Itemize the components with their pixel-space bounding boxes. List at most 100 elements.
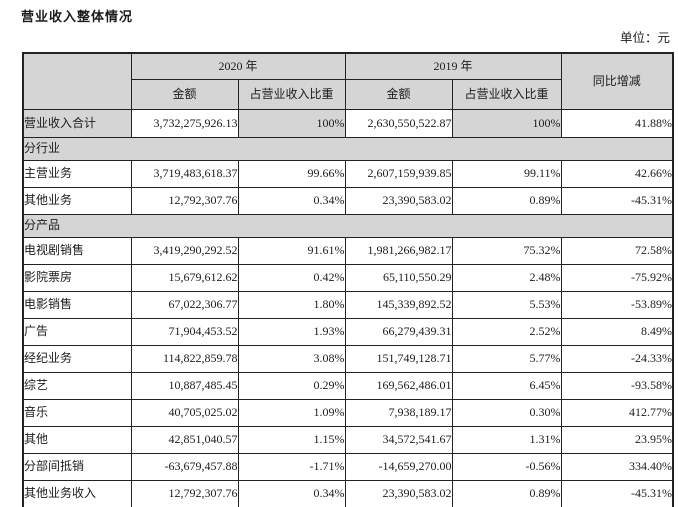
row-label: 主营业务: [22, 160, 132, 188]
table-row: 其他业务 12,792,307.76 0.34% 23,390,583.02 0.89%…: [22, 187, 674, 215]
table-row: 音乐 40,705,025.02 1.09% 7,938,189.17 0.30% 412…: [22, 399, 674, 427]
pct-2020-cell: 1.09%: [237, 399, 346, 427]
header-row-metrics: 金额 占营业收入比重 金额 占营业收入比重: [23, 79, 673, 110]
pct-2020-cell: 0.29%: [237, 372, 346, 400]
yoy-cell: 72.58%: [560, 237, 674, 265]
pct-2019-cell: 1.31%: [451, 426, 562, 454]
pct-2019-cell: 0.89%: [451, 480, 562, 507]
pct-2020-cell: 1.93%: [237, 318, 346, 346]
amount-2020-cell: 40,705,025.02: [130, 399, 239, 427]
row-label: 综艺: [22, 372, 132, 400]
yoy-cell: -24.33%: [560, 345, 674, 373]
pct-2019-cell: 99.11%: [451, 160, 562, 188]
yoy-cell: -75.92%: [560, 264, 674, 292]
yoy-cell: 334.40%: [560, 453, 674, 481]
amount-2020-cell: 71,904,453.52: [130, 318, 239, 346]
table-row: 其他 42,851,040.57 1.15% 34,572,541.67 1.31% 23…: [22, 426, 674, 454]
amount-2020-cell: 3,732,275,926.13: [130, 109, 239, 138]
table-body: 营业收入合计 3,732,275,926.13 100% 2,630,550,522.…: [22, 109, 674, 507]
amount-2019-cell: 65,110,550.29: [344, 264, 453, 292]
amount-2020-cell: 15,679,612.62: [130, 264, 239, 292]
yoy-cell: 8.49%: [560, 318, 674, 346]
yoy-cell: -45.31%: [560, 480, 674, 507]
yoy-cell: -93.58%: [560, 372, 674, 400]
amount-2019-cell: 23,390,583.02: [344, 480, 453, 507]
pct-2020-cell: 1.15%: [237, 426, 346, 454]
yoy-cell: 412.77%: [560, 399, 674, 427]
amount-2019-cell: 145,339,892.52: [344, 291, 453, 319]
amount-2020-cell: 42,851,040.57: [130, 426, 239, 454]
pct-2020-cell: 99.66%: [237, 160, 346, 188]
row-label: 经纪业务: [22, 345, 132, 373]
amount-2019-cell: 66,279,439.31: [344, 318, 453, 346]
amount-2020-cell: 114,822,859.78: [130, 345, 239, 373]
table-row: 综艺 10,887,485.45 0.29% 169,562,486.01 6.45% -…: [22, 372, 674, 400]
section-row: 分行业: [22, 137, 674, 161]
pct-2020-cell: 0.42%: [237, 264, 346, 292]
pct-2019-cell: -0.56%: [451, 453, 562, 481]
row-label: 营业收入合计: [22, 109, 132, 138]
amount-2019-cell: 34,572,541.67: [344, 426, 453, 454]
amount-2020-cell: 67,022,306.77: [130, 291, 239, 319]
yoy-cell: 42.66%: [560, 160, 674, 188]
pct-2020-cell: 1.80%: [237, 291, 346, 319]
yoy-header: 同比增减: [560, 52, 674, 110]
amount-2019-cell: 169,562,486.01: [344, 372, 453, 400]
amount-2020-cell: 12,792,307.76: [130, 187, 239, 215]
yoy-cell: 23.95%: [560, 426, 674, 454]
row-label: 电影销售: [22, 291, 132, 319]
row-label: 影院票房: [22, 264, 132, 292]
amount-2020-cell: 3,419,290,292.52: [130, 237, 239, 265]
yoy-cell: -45.31%: [560, 187, 674, 215]
table-row: 主营业务 3,719,483,618.37 99.66% 2,607,159,939.…: [22, 160, 674, 188]
table-row: 广告 71,904,453.52 1.93% 66,279,439.31 2.52% 8.…: [22, 318, 674, 346]
table-row: 影院票房 15,679,612.62 0.42% 65,110,550.29 2.48%…: [22, 264, 674, 292]
row-label: 其他业务: [22, 187, 132, 215]
table-row: 营业收入合计 3,732,275,926.13 100% 2,630,550,522.…: [22, 109, 674, 138]
amount-2019-cell: 2,630,550,522.87: [344, 109, 453, 138]
page-title: 营业收入整体情况: [21, 9, 134, 24]
amount-2019-cell: 23,390,583.02: [344, 187, 453, 215]
row-label: 其他: [22, 426, 132, 454]
row-label: 音乐: [22, 399, 132, 427]
table-row: 电影销售 67,022,306.77 1.80% 145,339,892.52 5.53…: [22, 291, 674, 319]
pct-2019-cell: 5.77%: [451, 345, 562, 373]
amount-2020-cell: 12,792,307.76: [130, 480, 239, 507]
pct-2020-header: 占营业收入比重: [237, 79, 346, 110]
pct-2019-cell: 2.52%: [451, 318, 562, 346]
amount-2019-cell: 2,607,159,939.85: [344, 160, 453, 188]
pct-2020-cell: 91.61%: [237, 237, 346, 265]
section-row: 分产品: [22, 214, 674, 238]
year-2020-header: 2020 年: [130, 52, 346, 80]
pct-2020-cell: 0.34%: [237, 187, 346, 215]
header-row-years: 2020 年 2019 年 同比增减: [22, 52, 674, 110]
pct-2019-cell: 100%: [451, 109, 562, 138]
amount-2020-cell: 10,887,485.45: [130, 372, 239, 400]
pct-2020-cell: 3.08%: [237, 345, 346, 373]
row-label: 电视剧销售: [22, 237, 132, 265]
row-label: 其他业务收入: [22, 480, 132, 507]
amount-2020-header: 金额: [130, 79, 239, 110]
amount-2019-cell: -14,659,270.00: [344, 453, 453, 481]
pct-2019-cell: 5.53%: [451, 291, 562, 319]
yoy-cell: -53.89%: [560, 291, 674, 319]
row-label: 广告: [22, 318, 132, 346]
unit-label: 单位：元: [619, 31, 670, 45]
amount-2019-cell: 7,938,189.17: [344, 399, 453, 427]
year-2019-header: 2019 年: [344, 52, 562, 80]
pct-2019-cell: 0.30%: [451, 399, 562, 427]
amount-2020-cell: 3,719,483,618.37: [130, 160, 239, 188]
corner-cell: [22, 52, 132, 110]
amount-2019-cell: 151,749,128.71: [344, 345, 453, 373]
pct-2019-cell: 75.32%: [451, 237, 562, 265]
pct-2019-cell: 6.45%: [451, 372, 562, 400]
pct-2019-cell: 2.48%: [451, 264, 562, 292]
pct-2020-cell: -1.71%: [237, 453, 346, 481]
table-row: 分部间抵销 -63,679,457.88 -1.71% -14,659,270.00-…: [22, 453, 674, 481]
table-row: 其他业务收入 12,792,307.76 0.34% 23,390,583.02 0.8…: [22, 480, 674, 507]
amount-2020-cell: -63,679,457.88: [130, 453, 239, 481]
pct-2019-cell: 0.89%: [451, 187, 562, 215]
amount-2019-cell: 1,981,266,982.17: [344, 237, 453, 265]
pct-2020-cell: 100%: [237, 109, 346, 138]
